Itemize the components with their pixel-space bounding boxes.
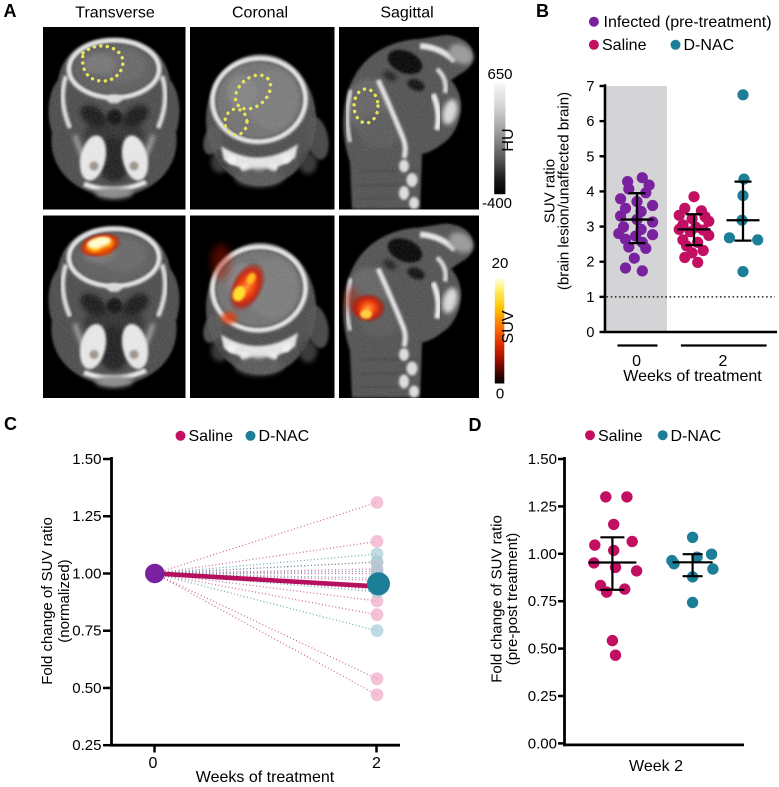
svg-text:Transverse: Transverse — [75, 5, 155, 22]
svg-text:Saline: Saline — [189, 428, 234, 445]
svg-text:0.50: 0.50 — [72, 680, 101, 697]
svg-text:Weeks of treatment: Weeks of treatment — [623, 368, 762, 385]
svg-text:Sagittal: Sagittal — [380, 5, 433, 22]
svg-text:0.25: 0.25 — [528, 688, 557, 705]
svg-text:2: 2 — [586, 255, 594, 271]
svg-text:1.25: 1.25 — [528, 498, 557, 515]
svg-text:7: 7 — [586, 79, 594, 95]
svg-text:HU: HU — [500, 128, 517, 151]
svg-text:0.50: 0.50 — [528, 641, 557, 658]
svg-text:-400: -400 — [482, 195, 512, 212]
svg-text:D-NAC: D-NAC — [671, 428, 722, 445]
svg-text:A: A — [4, 1, 17, 21]
svg-text:Week 2: Week 2 — [629, 758, 683, 775]
svg-text:1.50: 1.50 — [72, 451, 101, 468]
svg-text:1.25: 1.25 — [72, 508, 101, 525]
svg-text:2: 2 — [372, 755, 381, 772]
svg-text:D-NAC: D-NAC — [259, 428, 310, 445]
svg-text:D: D — [469, 415, 482, 435]
svg-text:SUV: SUV — [500, 310, 517, 343]
svg-text:D-NAC: D-NAC — [684, 37, 735, 54]
svg-text:20: 20 — [492, 255, 509, 272]
svg-text:6: 6 — [586, 114, 594, 130]
svg-text:1: 1 — [586, 290, 594, 306]
svg-text:Fold change of SUV ratio: Fold change of SUV ratio — [39, 517, 56, 685]
svg-text:SUV ratio: SUV ratio — [542, 159, 559, 223]
svg-text:Fold change of SUV ratio: Fold change of SUV ratio — [489, 515, 506, 683]
svg-text:1.50: 1.50 — [528, 451, 557, 468]
svg-text:0: 0 — [586, 325, 594, 341]
svg-text:(normalized): (normalized) — [56, 559, 73, 642]
svg-text:0.75: 0.75 — [528, 593, 557, 610]
svg-text:Weeks of treatment: Weeks of treatment — [196, 769, 335, 786]
svg-text:0.00: 0.00 — [528, 735, 557, 752]
svg-text:0: 0 — [149, 755, 158, 772]
svg-text:(pre-post treatment): (pre-post treatment) — [504, 533, 521, 666]
svg-text:4: 4 — [586, 184, 594, 200]
svg-text:650: 650 — [487, 66, 512, 83]
svg-text:Saline: Saline — [598, 428, 643, 445]
svg-text:0: 0 — [632, 353, 641, 370]
svg-text:3: 3 — [586, 220, 594, 236]
svg-text:B: B — [536, 1, 549, 21]
svg-text:0: 0 — [496, 386, 504, 403]
svg-text:5: 5 — [586, 149, 594, 165]
svg-text:0.25: 0.25 — [72, 737, 101, 754]
svg-text:Saline: Saline — [602, 37, 647, 54]
svg-text:C: C — [4, 414, 17, 434]
svg-text:Infected (pre-treatment): Infected (pre-treatment) — [604, 14, 772, 31]
svg-text:2: 2 — [719, 353, 728, 370]
svg-text:Coronal: Coronal — [232, 5, 288, 22]
svg-text:1.00: 1.00 — [528, 546, 557, 563]
svg-text:(brain lesion/unaffected brain: (brain lesion/unaffected brain) — [556, 92, 573, 290]
svg-text:1.00: 1.00 — [72, 565, 101, 582]
svg-text:0.75: 0.75 — [72, 623, 101, 640]
